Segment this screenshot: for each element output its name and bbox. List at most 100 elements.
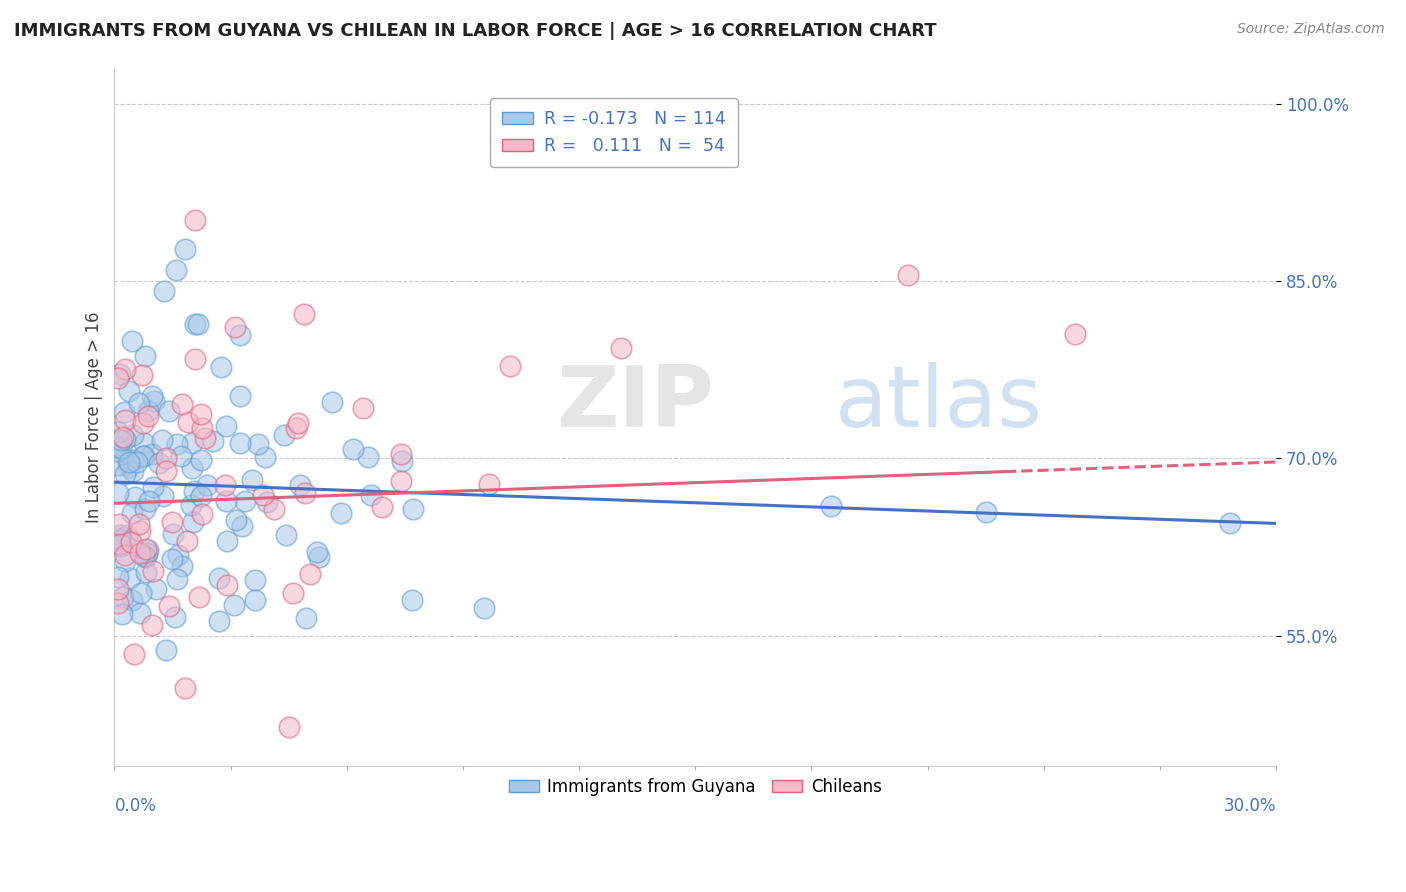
Point <box>172 396 194 410</box>
Point <box>124 647 146 661</box>
Point <box>177 416 200 430</box>
Y-axis label: In Labor Force | Age > 16: In Labor Force | Age > 16 <box>86 311 103 523</box>
Point <box>401 593 423 607</box>
Point <box>285 421 308 435</box>
Point <box>112 430 135 444</box>
Point <box>121 506 143 520</box>
Point <box>214 419 236 434</box>
Point <box>308 550 330 565</box>
Point <box>295 611 318 625</box>
Point <box>974 505 997 519</box>
Point <box>117 527 139 541</box>
Point <box>352 401 374 416</box>
Point <box>389 474 412 488</box>
Point <box>135 541 157 556</box>
Point <box>231 519 253 533</box>
Point <box>131 450 153 464</box>
Point <box>112 405 135 419</box>
Text: 30.0%: 30.0% <box>1223 797 1277 815</box>
Point <box>247 437 270 451</box>
Point <box>190 421 212 435</box>
Point <box>152 489 174 503</box>
Point <box>224 598 246 612</box>
Point <box>132 549 155 563</box>
Point <box>190 407 212 421</box>
Point <box>184 213 207 227</box>
Point <box>128 395 150 409</box>
Point <box>290 478 312 492</box>
Point <box>1063 327 1085 342</box>
Point <box>143 393 166 408</box>
Point <box>136 409 159 424</box>
Point <box>157 599 180 613</box>
Point <box>118 460 141 475</box>
Point <box>263 502 285 516</box>
Point <box>307 545 329 559</box>
Point <box>181 461 204 475</box>
Point <box>141 618 163 632</box>
Point <box>181 436 204 450</box>
Point <box>287 416 309 430</box>
Point <box>132 416 155 430</box>
Point <box>342 442 364 457</box>
Point <box>134 501 156 516</box>
Point <box>472 601 495 615</box>
Point <box>107 582 129 597</box>
Point <box>273 427 295 442</box>
Point <box>357 450 380 465</box>
Point <box>163 610 186 624</box>
Legend: Immigrants from Guyana, Chileans: Immigrants from Guyana, Chileans <box>502 772 889 803</box>
Point <box>208 614 231 628</box>
Point <box>136 543 159 558</box>
Point <box>170 559 193 574</box>
Point <box>134 349 156 363</box>
Point <box>184 317 207 331</box>
Point <box>110 539 132 553</box>
Point <box>278 720 301 734</box>
Point <box>292 308 315 322</box>
Point <box>252 488 274 502</box>
Point <box>110 434 132 448</box>
Point <box>201 434 224 448</box>
Point <box>298 566 321 581</box>
Point <box>235 494 257 508</box>
Point <box>108 537 131 551</box>
Point <box>118 455 141 469</box>
Point <box>160 515 183 529</box>
Point <box>108 516 131 531</box>
Point <box>229 389 252 403</box>
Point <box>215 534 238 549</box>
Point <box>122 428 145 442</box>
Point <box>190 453 212 467</box>
Point <box>253 450 276 464</box>
Point <box>107 425 129 439</box>
Point <box>294 485 316 500</box>
Text: atlas: atlas <box>835 361 1043 444</box>
Point <box>162 552 184 566</box>
Point <box>176 533 198 548</box>
Point <box>165 263 187 277</box>
Point <box>114 554 136 568</box>
Point <box>389 447 412 461</box>
Point <box>108 367 131 381</box>
Point <box>243 593 266 607</box>
Point <box>114 548 136 562</box>
Point <box>184 352 207 367</box>
Point <box>114 432 136 446</box>
Point <box>132 449 155 463</box>
Point <box>181 516 204 530</box>
Point <box>112 590 135 604</box>
Text: IMMIGRANTS FROM GUYANA VS CHILEAN IN LABOR FORCE | AGE > 16 CORRELATION CHART: IMMIGRANTS FROM GUYANA VS CHILEAN IN LAB… <box>14 22 936 40</box>
Point <box>135 549 157 564</box>
Point <box>155 643 177 657</box>
Point <box>129 606 152 620</box>
Point <box>243 573 266 587</box>
Point <box>209 359 232 374</box>
Text: 0.0%: 0.0% <box>114 797 156 815</box>
Point <box>391 453 413 467</box>
Point <box>108 528 131 542</box>
Point <box>183 484 205 499</box>
Point <box>121 334 143 348</box>
Point <box>135 546 157 560</box>
Point <box>111 607 134 622</box>
